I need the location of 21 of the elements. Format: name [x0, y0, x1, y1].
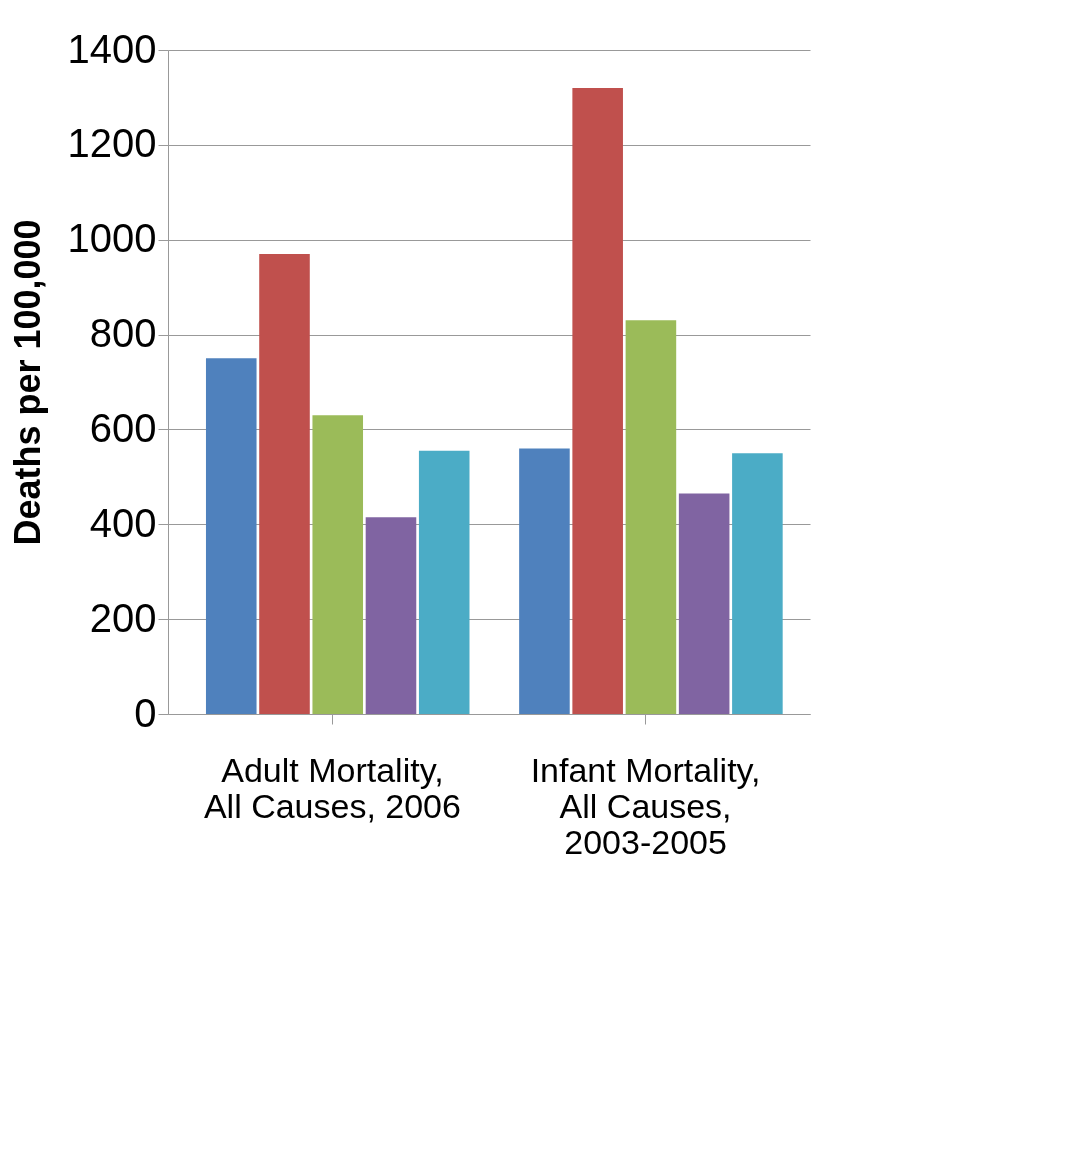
y-tick-label: 800 — [89, 311, 157, 356]
y-tick-label: 200 — [89, 595, 157, 640]
bar — [732, 453, 783, 714]
bar — [259, 253, 310, 714]
bar — [205, 358, 257, 714]
bar — [418, 450, 470, 714]
x-tick-label: Infant Mortality, All Causes, 2003-2005 — [530, 750, 761, 861]
bar — [572, 87, 623, 714]
y-tick-label: 1000 — [67, 216, 157, 261]
y-axis-title: Deaths per 100,000 — [6, 219, 48, 546]
y-tick-label: 1400 — [67, 26, 157, 71]
bar — [519, 448, 570, 714]
bar — [625, 320, 677, 714]
y-tick-label: 400 — [89, 500, 157, 545]
bar — [312, 415, 364, 714]
y-tick-label: 0 — [134, 690, 157, 735]
bar — [678, 493, 730, 714]
bar — [365, 517, 417, 714]
y-tick-label: 600 — [89, 405, 157, 450]
x-tick-label: Adult Mortality, All Causes, 2006 — [203, 750, 461, 825]
y-tick-label: 1200 — [67, 121, 157, 166]
